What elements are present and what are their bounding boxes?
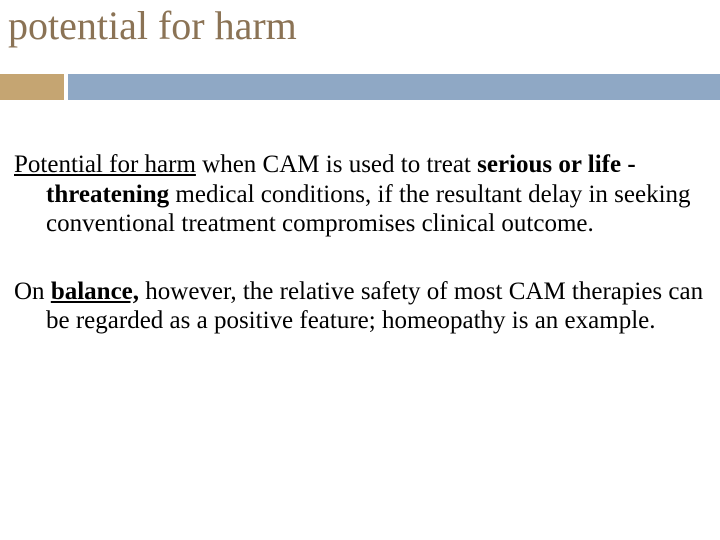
paragraph-1: Potential for harm when CAM is used to t… — [14, 150, 706, 239]
p1-lead-underline: Potential for harm — [14, 151, 196, 178]
accent-block — [0, 74, 64, 100]
p2-lead-plain: On — [14, 278, 51, 305]
p1-after-lead: when CAM is used to treat — [196, 151, 477, 178]
accent-row — [0, 74, 720, 100]
slide-title: potential for harm — [8, 2, 297, 49]
content-area: Potential for harm when CAM is used to t… — [14, 150, 706, 374]
slide: potential for harm Potential for harm wh… — [0, 0, 720, 540]
p2-lead-underline-bold: balance, — [51, 278, 139, 305]
paragraph-2: On balance, however, the relative safety… — [14, 277, 706, 336]
p2-rest: however, the relative safety of most CAM… — [46, 278, 703, 335]
accent-bar — [68, 74, 720, 100]
